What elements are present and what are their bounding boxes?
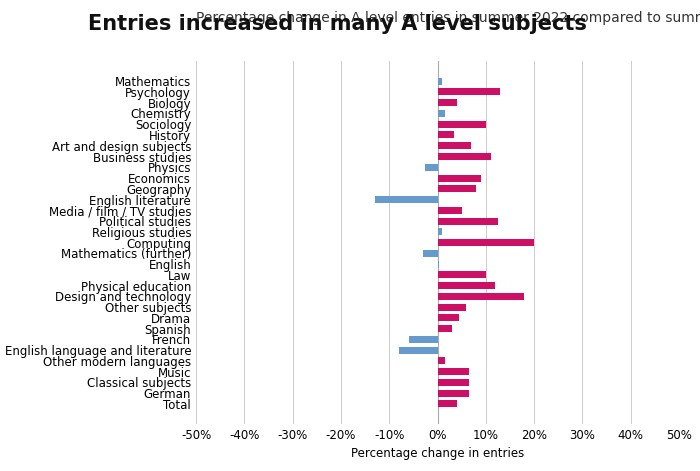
Bar <box>438 218 498 225</box>
Text: Percentage change in A level entries in summer 2022 compared to summer 2021: Percentage change in A level entries in … <box>196 11 700 25</box>
Bar <box>438 390 469 397</box>
Bar <box>438 153 491 160</box>
Bar <box>438 379 469 386</box>
Bar <box>438 357 444 365</box>
Bar <box>409 336 438 343</box>
X-axis label: Percentage change in entries: Percentage change in entries <box>351 447 524 460</box>
Bar <box>423 250 438 257</box>
Bar <box>374 196 438 203</box>
Bar <box>438 400 457 407</box>
Bar <box>438 89 500 96</box>
Bar <box>438 228 442 236</box>
Bar <box>438 304 466 310</box>
Bar <box>438 78 442 85</box>
Bar <box>438 271 486 278</box>
Bar <box>438 325 452 332</box>
Bar <box>438 314 459 321</box>
Bar <box>438 175 481 181</box>
Text: Entries increased in many A level subjects: Entries increased in many A level subjec… <box>88 14 587 34</box>
Bar <box>438 110 444 117</box>
Bar <box>438 293 524 300</box>
Bar <box>438 142 471 149</box>
Bar <box>438 260 439 268</box>
Bar <box>438 282 496 289</box>
Bar <box>438 368 469 375</box>
Bar <box>438 131 454 138</box>
Bar <box>438 121 486 128</box>
Bar <box>426 164 438 171</box>
Bar <box>438 185 476 192</box>
Bar <box>399 347 438 354</box>
Bar <box>438 99 457 106</box>
Bar <box>438 239 534 246</box>
Bar <box>438 207 462 214</box>
